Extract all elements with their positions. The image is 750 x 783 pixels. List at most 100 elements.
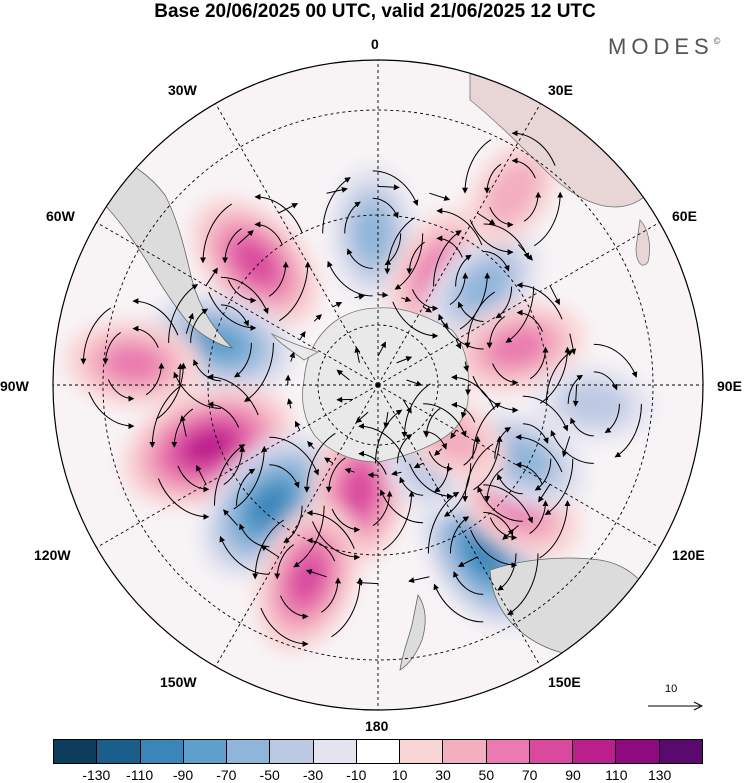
colorbar-tick-label: -70 bbox=[216, 767, 237, 783]
wind-arrow bbox=[313, 314, 322, 322]
colorbar-swatch bbox=[183, 740, 228, 763]
wind-arrow bbox=[391, 470, 402, 477]
streamline bbox=[207, 373, 259, 416]
colorbar-swatch bbox=[54, 740, 98, 763]
streamline bbox=[484, 163, 502, 194]
streamline bbox=[220, 276, 269, 315]
streamline bbox=[428, 451, 453, 472]
wind-arrow bbox=[205, 267, 218, 286]
reference-vector-arrow bbox=[648, 701, 704, 711]
negative-anomaly bbox=[354, 203, 392, 263]
meridian-line bbox=[96, 222, 379, 386]
lon-label-90e: 90E bbox=[717, 378, 742, 394]
streamline bbox=[511, 130, 556, 166]
streamline bbox=[451, 401, 476, 423]
streamline bbox=[469, 219, 514, 256]
wind-arrow bbox=[336, 369, 350, 381]
streamline bbox=[303, 432, 336, 493]
wind-arrow bbox=[260, 545, 279, 558]
wind-arrow bbox=[367, 472, 379, 479]
colorbar-tick-label: -10 bbox=[346, 767, 367, 783]
antarctic-peninsula bbox=[270, 332, 319, 361]
streamline bbox=[406, 241, 425, 275]
streamline bbox=[436, 207, 483, 246]
negative-anomaly bbox=[250, 485, 289, 526]
streamline bbox=[464, 291, 496, 349]
streamline bbox=[489, 517, 518, 541]
streamline bbox=[451, 374, 495, 410]
colorbar-tick-label: 10 bbox=[391, 767, 408, 783]
colorbar-tick-label: -50 bbox=[259, 767, 280, 783]
lon-label-30e: 30E bbox=[548, 82, 573, 98]
brand-logo: MODES© bbox=[608, 34, 720, 60]
brand-mark: © bbox=[713, 36, 721, 46]
wind-arrow bbox=[332, 302, 343, 308]
meridian-line bbox=[377, 103, 541, 386]
streamline bbox=[593, 371, 618, 391]
negative-anomaly bbox=[557, 381, 631, 427]
positive-anomaly bbox=[233, 240, 277, 284]
streamline bbox=[280, 595, 309, 620]
meridian-line bbox=[96, 384, 379, 548]
colorbar-tick-label: -30 bbox=[302, 767, 324, 783]
colorbar-tick-label: -130 bbox=[82, 767, 111, 783]
streamline bbox=[522, 423, 549, 444]
wind-arrow bbox=[324, 457, 334, 464]
wind-arrow bbox=[223, 509, 238, 526]
lon-label-30w: 30W bbox=[168, 82, 197, 98]
wind-arrow bbox=[289, 351, 296, 362]
wind-arrow bbox=[307, 441, 315, 450]
wind-arrow bbox=[569, 333, 577, 355]
colorbar-tick-label: 50 bbox=[478, 767, 495, 783]
wind-arrow bbox=[354, 293, 365, 300]
streamline bbox=[486, 315, 506, 349]
colorbar-swatch bbox=[270, 740, 314, 763]
lon-label-150e: 150E bbox=[548, 674, 581, 690]
streamline bbox=[449, 516, 470, 554]
wind-arrow bbox=[457, 556, 478, 567]
wind-arrow bbox=[355, 411, 369, 424]
streamline bbox=[457, 301, 484, 322]
streamline bbox=[358, 450, 387, 475]
streamline bbox=[213, 444, 246, 506]
wind-arrow bbox=[237, 230, 254, 245]
streamline bbox=[372, 170, 419, 207]
streamline bbox=[254, 221, 283, 246]
streamline bbox=[470, 529, 518, 569]
streamline bbox=[227, 279, 257, 304]
streamline bbox=[483, 511, 514, 536]
streamline bbox=[516, 282, 563, 320]
map-title: Base 20/06/2025 00 UTC, valid 21/06/2025… bbox=[154, 1, 596, 22]
colorbar-swatch bbox=[140, 740, 184, 763]
wind-arrow bbox=[383, 412, 390, 429]
wind-arrow bbox=[460, 408, 467, 419]
streamline bbox=[484, 468, 504, 503]
streamline bbox=[477, 486, 523, 522]
streamline bbox=[268, 261, 289, 297]
lon-label-60w: 60W bbox=[46, 208, 75, 224]
streamline bbox=[544, 458, 574, 516]
wind-arrow bbox=[502, 525, 519, 540]
wind-arrow bbox=[450, 429, 457, 439]
streamline bbox=[529, 346, 549, 380]
streamline bbox=[436, 235, 463, 258]
streamline bbox=[233, 445, 268, 510]
streamline bbox=[190, 308, 209, 343]
streamline bbox=[358, 423, 407, 463]
map-border bbox=[52, 59, 704, 711]
streamline bbox=[489, 207, 514, 228]
meridian-line bbox=[377, 384, 660, 548]
streamline bbox=[346, 248, 373, 269]
wind-arrow bbox=[408, 576, 430, 584]
wind-arrow bbox=[326, 186, 348, 194]
positive-anomaly bbox=[184, 430, 232, 464]
wind-arrow bbox=[455, 339, 461, 350]
colorbar-swatch bbox=[313, 740, 357, 763]
colorbar-swatch bbox=[529, 740, 574, 763]
colorbar-tick-label: -110 bbox=[126, 767, 154, 783]
streamline bbox=[515, 434, 563, 473]
colorbar-swatch bbox=[227, 740, 271, 763]
streamline bbox=[331, 577, 364, 638]
streamline bbox=[472, 375, 519, 414]
streamline bbox=[375, 409, 403, 464]
